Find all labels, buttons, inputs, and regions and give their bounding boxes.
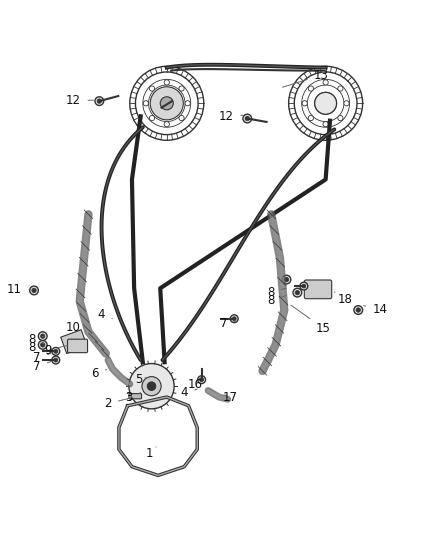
Bar [61, 330, 87, 353]
Text: 9: 9 [44, 344, 67, 357]
Text: 6: 6 [91, 367, 107, 379]
Circle shape [52, 356, 60, 364]
Circle shape [95, 97, 104, 106]
Text: 14: 14 [364, 303, 388, 316]
FancyBboxPatch shape [67, 339, 88, 353]
Circle shape [198, 376, 205, 384]
Circle shape [54, 350, 58, 353]
Circle shape [149, 86, 155, 91]
Text: 11: 11 [7, 282, 31, 296]
Circle shape [230, 315, 238, 322]
Circle shape [308, 116, 314, 120]
Text: 10: 10 [66, 321, 84, 334]
Text: 4: 4 [180, 386, 197, 399]
Circle shape [354, 305, 363, 314]
Text: 5: 5 [135, 373, 147, 386]
Circle shape [39, 332, 47, 341]
Circle shape [147, 382, 156, 391]
Circle shape [185, 101, 190, 106]
Circle shape [338, 116, 343, 120]
Circle shape [41, 343, 45, 347]
Circle shape [232, 317, 236, 321]
Circle shape [164, 80, 170, 85]
Circle shape [97, 99, 102, 103]
FancyBboxPatch shape [129, 393, 141, 399]
Circle shape [323, 80, 328, 85]
Circle shape [129, 364, 174, 409]
Circle shape [179, 116, 184, 120]
Text: 7: 7 [33, 360, 51, 373]
Circle shape [179, 86, 184, 91]
Circle shape [344, 101, 349, 106]
Circle shape [30, 286, 39, 295]
Text: 4: 4 [98, 308, 113, 321]
Circle shape [143, 101, 148, 106]
Text: 8: 8 [28, 333, 44, 346]
Circle shape [245, 116, 250, 120]
Text: 2: 2 [104, 397, 131, 410]
Circle shape [315, 92, 336, 114]
Circle shape [295, 290, 300, 295]
Circle shape [164, 122, 170, 127]
Text: 12: 12 [219, 110, 243, 123]
Text: 7: 7 [33, 351, 51, 365]
Circle shape [338, 86, 343, 91]
Circle shape [302, 284, 306, 288]
Text: 15: 15 [291, 305, 331, 335]
Text: 12: 12 [66, 94, 93, 107]
Circle shape [142, 377, 161, 396]
Circle shape [73, 342, 78, 348]
Circle shape [54, 358, 58, 362]
Circle shape [282, 275, 291, 284]
Circle shape [302, 101, 307, 106]
Circle shape [150, 87, 184, 120]
Text: 8: 8 [268, 294, 286, 307]
Text: 17: 17 [223, 391, 237, 403]
Circle shape [70, 340, 81, 350]
Text: 8: 8 [28, 341, 44, 353]
Circle shape [284, 277, 289, 282]
Circle shape [39, 341, 47, 349]
Text: 7: 7 [219, 318, 237, 330]
Circle shape [323, 122, 328, 127]
Text: 3: 3 [125, 391, 141, 403]
Circle shape [149, 116, 155, 120]
Circle shape [32, 288, 36, 293]
Circle shape [300, 282, 308, 290]
Circle shape [156, 92, 178, 114]
Circle shape [160, 97, 173, 110]
Text: 18: 18 [335, 292, 353, 305]
Circle shape [41, 334, 45, 338]
Text: 16: 16 [187, 377, 202, 391]
Circle shape [52, 348, 60, 356]
Text: 8: 8 [268, 286, 286, 299]
Circle shape [356, 308, 360, 312]
Circle shape [200, 378, 204, 382]
Text: 1: 1 [145, 447, 156, 460]
Circle shape [293, 288, 302, 297]
Circle shape [308, 86, 314, 91]
Circle shape [243, 114, 252, 123]
FancyBboxPatch shape [304, 280, 332, 298]
Text: 13: 13 [283, 69, 328, 87]
